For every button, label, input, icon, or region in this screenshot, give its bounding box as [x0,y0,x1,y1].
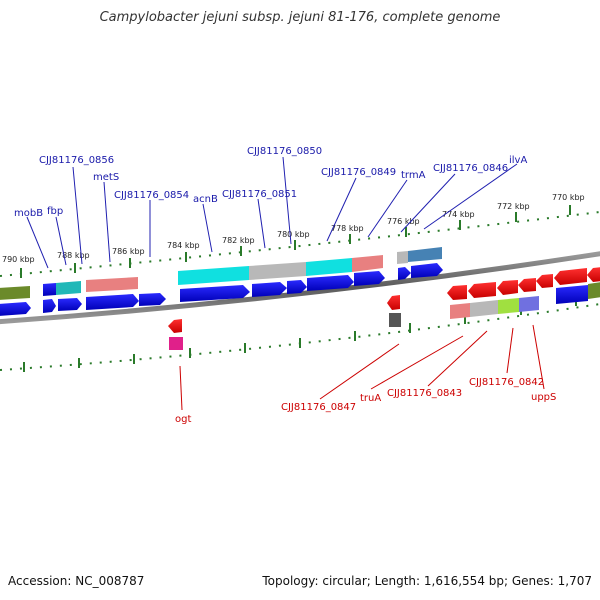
gene-feature[interactable] [470,300,498,317]
gene-feature[interactable] [178,266,249,285]
gene-feature[interactable] [588,282,600,299]
gene-label-cjj81176-0850[interactable]: CJJ81176_0850 [247,146,322,157]
tick-label: 770 kbp [552,193,585,202]
gene-feature[interactable] [397,251,408,264]
accession-label: Accession: NC_008787 [8,574,145,588]
gene-label-cjj81176-0847[interactable]: CJJ81176_0847 [281,402,356,413]
gene-arrow[interactable] [252,282,287,297]
tick-label: 784 kbp [167,241,200,250]
gene-feature[interactable] [389,313,401,327]
gene-feature[interactable] [408,247,442,262]
gene-arrow[interactable] [497,280,518,295]
gene-arrow[interactable] [0,302,31,316]
leader-line [257,198,266,249]
leader-line [202,203,213,253]
gene-arrow[interactable] [518,278,536,292]
gene-feature[interactable] [498,298,519,314]
gene-label-cjj81176-0846[interactable]: CJJ81176_0846 [433,163,508,174]
gene-arrow[interactable] [398,267,411,280]
gene-arrow[interactable] [307,275,354,291]
gene-label-fbp[interactable]: fbp [47,206,63,217]
leader-line [72,166,83,265]
gene-label-cjj81176-0842[interactable]: CJJ81176_0842 [469,377,544,388]
leader-line [367,179,408,238]
leader-line [326,177,357,242]
gene-arrow[interactable] [411,263,443,278]
leader-line [400,173,456,233]
gene-label-cjj81176-0851[interactable]: CJJ81176_0851 [222,189,297,200]
gene-arrow[interactable] [447,285,467,300]
outer-tick-track [0,211,600,277]
gene-feature[interactable] [450,303,470,319]
gene-feature[interactable] [56,281,81,295]
leader-line [370,335,464,390]
tick-label: 786 kbp [112,247,145,256]
leader-line [423,163,518,230]
tick-label: 790 kbp [2,255,35,264]
gene-arrow[interactable] [354,271,385,286]
leader-line [26,216,49,269]
tick-label: 780 kbp [277,230,310,239]
gene-feature[interactable] [169,337,183,350]
gene-label-cjj81176-0849[interactable]: CJJ81176_0849 [321,167,396,178]
gene-label-cjj81176-0856[interactable]: CJJ81176_0856 [39,155,114,166]
gene-arrow[interactable] [139,293,166,306]
tick-label: 772 kbp [497,202,530,211]
gene-label-cjj81176-0854[interactable]: CJJ81176_0854 [114,190,189,201]
gene-label-cjj81176-0843[interactable]: CJJ81176_0843 [387,388,462,399]
gene-label-metS[interactable]: metS [93,172,119,183]
gene-label-truA[interactable]: truA [360,393,381,404]
gene-label-ogt[interactable]: ogt [175,414,191,425]
gene-label-mobB[interactable]: mobB [14,208,43,219]
reverse-gene-arrows [168,267,600,333]
gene-arrow[interactable] [168,319,182,333]
gene-arrow[interactable] [58,298,82,311]
genome-title: Campylobacter jejuni subsp. jejuni 81-17… [99,10,501,25]
gene-feature[interactable] [0,286,30,300]
tick-label: 782 kbp [222,236,255,245]
gene-label-trmA[interactable]: trmA [401,170,426,181]
gene-arrow[interactable] [287,280,307,294]
gene-label-acnB[interactable]: acnB [193,194,218,205]
gene-arrow[interactable] [536,274,553,288]
tick-label: 778 kbp [331,224,364,233]
forward-gene-arrows [0,263,588,316]
genome-backbone [0,251,600,325]
gene-feature[interactable] [306,258,352,276]
leader-line [427,330,488,387]
leader-line [179,365,183,411]
tick-label: 774 kbp [442,210,475,219]
gene-arrow[interactable] [556,285,588,304]
gene-feature[interactable] [86,277,138,292]
reverse-feature-track [169,282,600,350]
gene-arrow[interactable] [180,285,250,302]
gene-feature[interactable] [352,255,383,272]
leader-line [282,156,292,245]
tick-label: 776 kbp [387,217,420,226]
gene-arrow[interactable] [587,267,600,282]
gene-arrow[interactable] [86,294,139,310]
gene-arrow[interactable] [468,282,496,298]
leader-line [532,324,545,390]
gene-arrow[interactable] [554,268,587,285]
gene-feature[interactable] [43,283,56,296]
genome-summary: Topology: circular; Length: 1,616,554 bp… [262,574,592,588]
leader-line [55,216,67,266]
gene-feature[interactable] [519,296,539,312]
leader-line [506,327,514,374]
leader-line [319,343,400,400]
outer-major-ticks [20,205,571,278]
gene-label-uppS[interactable]: uppS [531,392,556,403]
gene-label-ilvA[interactable]: ilvA [509,155,527,166]
tick-label: 788 kbp [57,251,90,260]
gene-feature[interactable] [249,262,306,280]
gene-arrow[interactable] [43,299,56,313]
gene-arrow[interactable] [387,295,400,310]
leader-line [103,181,111,263]
forward-feature-track [0,247,442,300]
